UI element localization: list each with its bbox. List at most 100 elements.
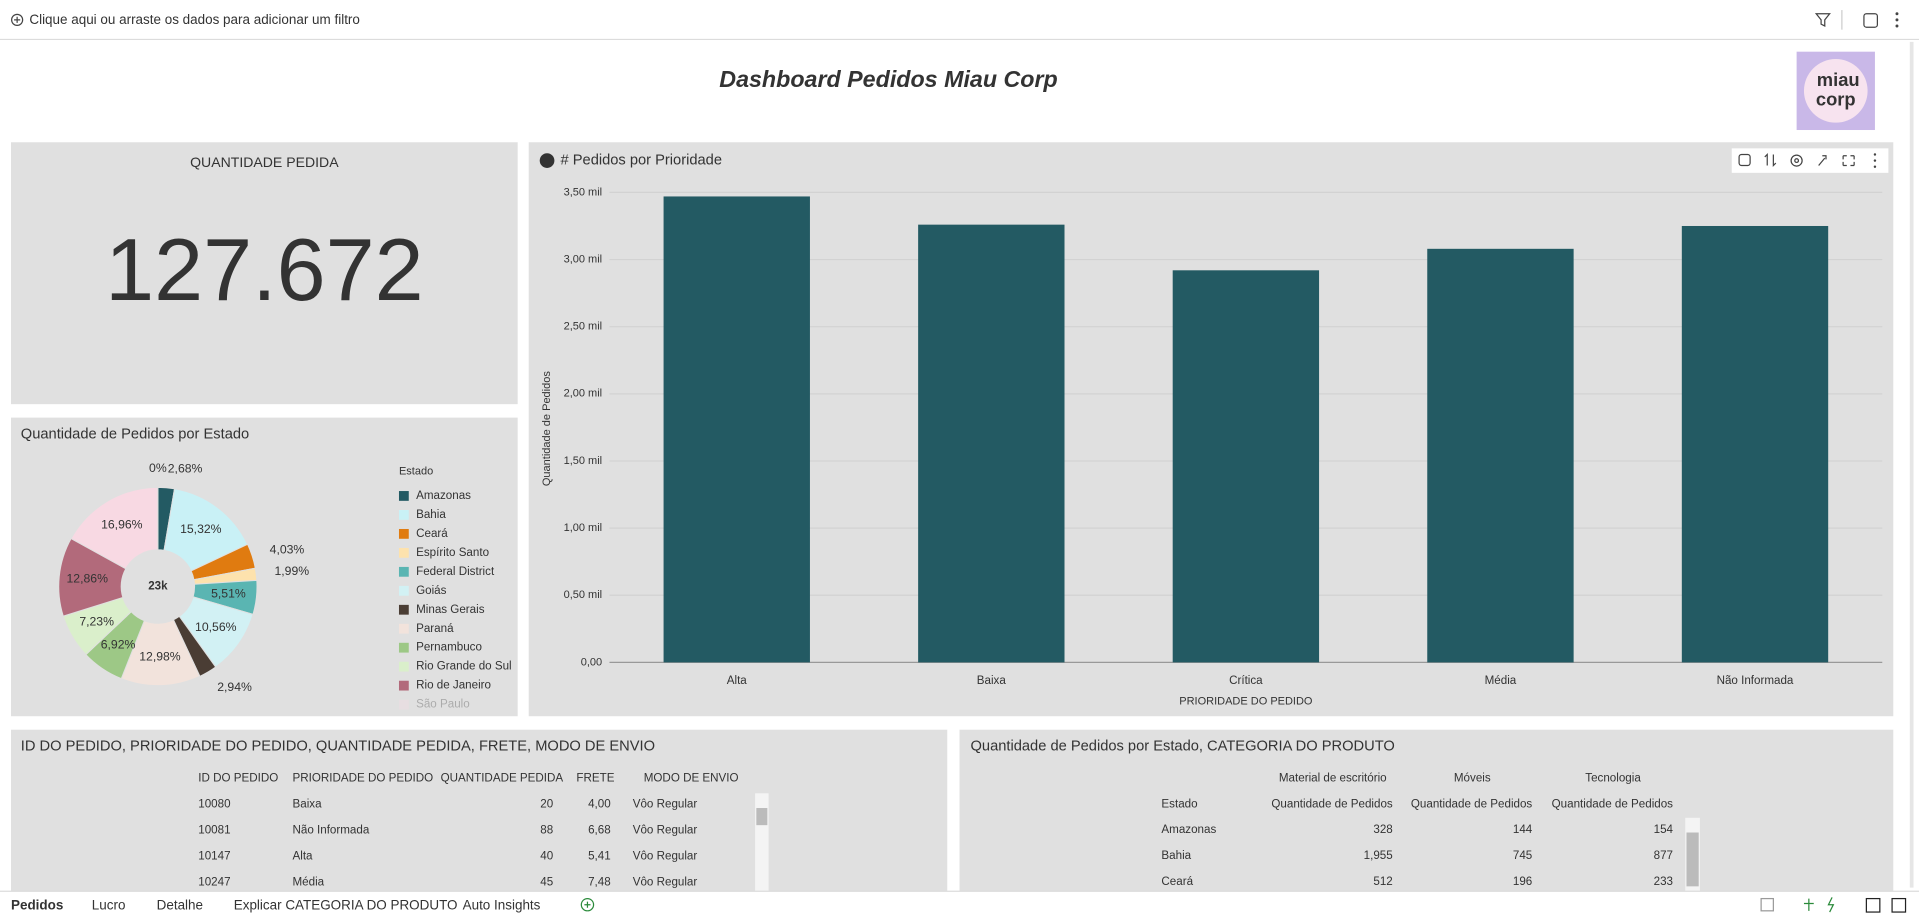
dashboard-title: Dashboard Pedidos Miau Corp — [719, 66, 1057, 92]
legend-label: São Paulo — [416, 698, 470, 711]
pie-value-label: 4,03% — [270, 543, 305, 557]
tab-bar — [0, 891, 1919, 916]
legend-swatch — [398, 547, 409, 558]
x-tick-label: Baixa — [977, 674, 1007, 687]
bar[interactable] — [1681, 225, 1829, 663]
panel-icon[interactable] — [1891, 897, 1907, 913]
legend-label: Paraná — [416, 622, 454, 635]
table-cell: 233 — [1654, 875, 1673, 888]
pie-value-label: 16,96% — [101, 518, 143, 532]
x-tick-label: Crítica — [1229, 674, 1263, 687]
status-icons[interactable] — [1803, 897, 1835, 913]
filter-icon[interactable] — [1814, 13, 1831, 27]
group-header: Material de escritório — [1279, 772, 1387, 785]
pie-value-label: 1,99% — [274, 564, 309, 578]
x-tick-label: Alta — [727, 674, 748, 687]
pie-value-label: 5,51% — [211, 587, 246, 601]
filter-badge — [539, 153, 555, 168]
tab[interactable]: Lucro — [92, 897, 126, 912]
group-header: Móveis — [1454, 772, 1491, 785]
table-cell: Média — [293, 876, 325, 889]
pie-slice[interactable] — [70, 486, 159, 570]
y-tick-label: 1,00 mil — [564, 522, 603, 534]
pie-value-label: 2,68% — [168, 462, 203, 476]
column-header: PRIORIDADE DO PEDIDO — [293, 772, 434, 785]
table-cell: Bahia — [1161, 849, 1191, 862]
group-header: Tecnologia — [1585, 772, 1641, 785]
table-cell: 154 — [1654, 823, 1674, 836]
add-tab[interactable] — [580, 897, 595, 912]
tab[interactable]: Detalhe — [157, 897, 203, 912]
layout-icon[interactable] — [1760, 897, 1774, 912]
table-cell: Ceará — [1161, 875, 1193, 888]
pie-value-label: 15,32% — [180, 522, 222, 536]
legend-label: Amazonas — [416, 489, 471, 502]
y-tick-label: 2,50 mil — [564, 321, 603, 333]
legend-title: Estado — [399, 465, 433, 477]
pie-value-label: 0% — [149, 461, 167, 475]
legend-swatch — [398, 623, 409, 634]
bar[interactable] — [1427, 248, 1574, 663]
chart-toolbar — [1731, 148, 1889, 173]
x-tick-label: Não Informada — [1717, 674, 1794, 687]
legend-label: Goiás — [416, 584, 447, 597]
panel-icon[interactable] — [1865, 897, 1881, 913]
column-header: MODO DE ENVIO — [644, 772, 739, 785]
toolbar-icons[interactable] — [1738, 153, 1855, 167]
y-tick-label: 3,00 mil — [564, 253, 603, 265]
logo-text: corp — [1816, 88, 1856, 109]
add-filter-icon[interactable] — [11, 13, 24, 26]
pie-value-label: 7,23% — [79, 615, 114, 629]
pie-center-label: 23k — [148, 580, 168, 593]
table-scroll-thumb[interactable] — [756, 808, 768, 826]
column-header: ID DO PEDIDO — [198, 772, 278, 785]
table-cell: Baixa — [293, 797, 323, 810]
table-cell: 144 — [1513, 823, 1533, 836]
table-title: ID DO PEDIDO, PRIORIDADE DO PEDIDO, QUAN… — [21, 739, 655, 755]
column-header: Quantidade de Pedidos — [1411, 797, 1533, 810]
y-tick-label: 3,50 mil — [564, 186, 603, 198]
legend-label: Minas Gerais — [416, 603, 485, 616]
filter-placeholder[interactable]: Clique aqui ou arraste os dados para adi… — [29, 12, 360, 27]
legend-swatch — [398, 642, 409, 653]
y-tick-label: 1,50 mil — [564, 455, 603, 467]
table-cell: Alta — [293, 850, 314, 863]
table-cell: 196 — [1513, 875, 1532, 888]
toolbar-menu[interactable] — [1873, 153, 1877, 168]
logo-text: miau — [1817, 69, 1860, 90]
tab[interactable]: Explicar CATEGORIA DO PRODUTO — [234, 897, 458, 912]
pie-value-label: 12,86% — [67, 572, 109, 586]
legend-label: Ceará — [416, 527, 448, 540]
bar[interactable] — [918, 224, 1065, 663]
y-tick-label: 2,00 mil — [564, 388, 603, 400]
legend-swatch — [398, 699, 409, 710]
legend-label: Pernambuco — [416, 641, 482, 654]
table-cell: 4,00 — [588, 797, 611, 810]
legend-label: Bahia — [416, 508, 446, 521]
x-tick-label: Média — [1485, 674, 1517, 687]
kpi-label: QUANTIDADE PEDIDA — [190, 154, 339, 170]
table-cell: 10081 — [198, 823, 230, 836]
orders-table-panel — [11, 729, 948, 902]
legend-label: Federal District — [416, 565, 495, 578]
content: # Pedidos por Prioridade 0,00 0,50 mil 1,00… — [21, 152, 1883, 889]
tab[interactable]: Auto Insights — [463, 897, 541, 912]
y-tick-label: 0,00 — [581, 656, 602, 668]
tab[interactable]: Pedidos — [11, 897, 63, 912]
legend-swatch — [398, 680, 409, 691]
table-cell: 45 — [540, 876, 553, 889]
bar[interactable] — [663, 196, 810, 663]
table-cell: 20 — [540, 797, 553, 810]
table-cell: Vôo Regular — [633, 876, 698, 889]
legend-label: Espírito Santo — [416, 546, 489, 559]
pie-value-label: 6,92% — [101, 637, 136, 651]
settings-icon[interactable] — [1863, 13, 1879, 28]
menu-icon[interactable] — [1895, 12, 1899, 28]
kpi-panel — [11, 142, 518, 405]
table-scroll-thumb[interactable] — [1686, 832, 1699, 887]
pie-value-label: 10,56% — [195, 620, 237, 634]
states-table-panel — [959, 729, 1894, 902]
legend-label: Rio de Janeiro — [416, 679, 491, 692]
bar[interactable] — [1172, 270, 1320, 663]
